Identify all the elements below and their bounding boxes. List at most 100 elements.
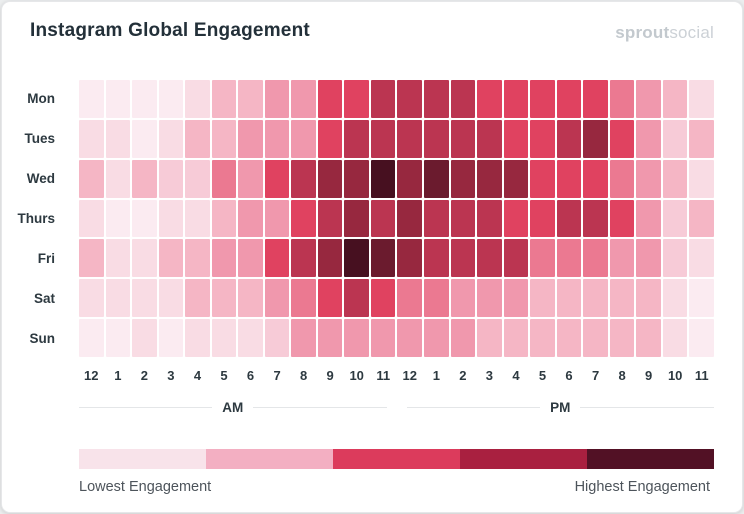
heatmap-cell <box>530 199 555 238</box>
heatmap-cell <box>370 199 396 238</box>
heatmap-cell <box>79 119 104 158</box>
heatmap-cell <box>503 319 529 357</box>
heatmap-cell <box>450 119 476 158</box>
heatmap-cell <box>583 80 608 118</box>
hour-label: 1 <box>432 368 440 383</box>
ampm-group: AM <box>79 398 387 416</box>
heatmap-cell <box>397 319 423 357</box>
heatmap-cell <box>264 239 290 278</box>
heatmap-cell <box>477 239 502 278</box>
heatmap-cell <box>238 80 263 118</box>
heatmap-cell <box>105 279 131 318</box>
heatmap-cell <box>503 199 529 238</box>
heatmap-cell <box>158 80 184 118</box>
heatmap-cell <box>397 239 423 278</box>
heatmap-cell <box>503 119 529 158</box>
heatmap-cell <box>530 319 555 357</box>
heatmap-cell <box>662 199 688 238</box>
heatmap-cell <box>636 279 661 318</box>
heatmap-cell <box>317 119 343 158</box>
heatmap-cell <box>211 319 237 357</box>
heatmap-cell <box>689 159 714 198</box>
heatmap-cell <box>317 279 343 318</box>
heatmap-cell <box>370 80 396 118</box>
heatmap-cell <box>79 80 104 118</box>
heatmap-cell <box>211 199 237 238</box>
group-line <box>406 406 541 408</box>
heatmap-cell <box>662 319 688 357</box>
hour-label: 9 <box>326 368 334 383</box>
heatmap-cell <box>370 319 396 357</box>
heatmap-cell <box>291 80 316 118</box>
heatmap-cell <box>477 159 502 198</box>
heatmap-cell <box>689 119 714 158</box>
heatmap-cell <box>105 119 131 158</box>
hour-label: 10 <box>349 368 364 383</box>
heatmap-cell <box>264 319 290 357</box>
heatmap-cell <box>556 199 582 238</box>
heatmap-cell <box>477 279 502 318</box>
heatmap-cell <box>689 199 714 238</box>
heatmap-cell <box>185 159 210 198</box>
hour-label: 12 <box>84 368 99 383</box>
day-label: Sat <box>33 290 55 306</box>
heatmap-cell <box>370 119 396 158</box>
heatmap-cell <box>185 319 210 357</box>
heatmap-cell <box>477 199 502 238</box>
heatmap-cell <box>609 199 635 238</box>
heatmap-cell <box>132 80 157 118</box>
heatmap-cell <box>105 239 131 278</box>
heatmap-cell <box>609 319 635 357</box>
heatmap-cell <box>556 239 582 278</box>
heatmap-cell <box>450 199 476 238</box>
heatmap-cell <box>397 199 423 238</box>
x-axis-ampm-groups: AM PM <box>79 398 714 416</box>
x-axis-hour-labels: 12 1 2 3 4 5 6 7 8 9 10 11 12 1 2 3 4 5 6 7 8 9 10 11 <box>79 368 714 386</box>
heatmap-cell <box>662 80 688 118</box>
heatmap-cell <box>370 239 396 278</box>
heatmap-cell <box>185 239 210 278</box>
heatmap-cell <box>424 199 449 238</box>
heatmap-cell <box>583 239 608 278</box>
heatmap-cell <box>344 319 369 357</box>
heatmap-cell <box>238 199 263 238</box>
heatmap-cell <box>397 279 423 318</box>
heatmap-cell <box>397 119 423 158</box>
heatmap-cell <box>583 119 608 158</box>
heatmap-cell <box>238 239 263 278</box>
group-line <box>253 406 387 408</box>
engagement-heatmap <box>79 80 714 357</box>
group-label: AM <box>222 399 244 415</box>
heatmap-cell <box>105 159 131 198</box>
heatmap-cell <box>583 159 608 198</box>
heatmap-cell <box>291 159 316 198</box>
heatmap-cell <box>238 319 263 357</box>
heatmap-cell <box>132 159 157 198</box>
heatmap-cell <box>530 279 555 318</box>
heatmap-cell <box>689 319 714 357</box>
heatmap-cell <box>530 239 555 278</box>
heatmap-cell <box>264 199 290 238</box>
heatmap-cell <box>556 80 582 118</box>
logo-sprout: sprout <box>615 23 670 42</box>
hour-label: 5 <box>538 368 547 383</box>
heatmap-cell <box>556 159 582 198</box>
group-line <box>580 406 714 408</box>
heatmap-cell <box>450 239 476 278</box>
heatmap-cell <box>158 239 184 278</box>
hour-label: 11 <box>376 368 391 383</box>
page-title: Instagram Global Engagement <box>30 20 310 41</box>
heatmap-cell <box>530 119 555 158</box>
heatmap-cell <box>317 159 343 198</box>
heatmap-cell <box>317 199 343 238</box>
heatmap-cell <box>503 279 529 318</box>
day-label: Fri <box>37 250 55 266</box>
heatmap-cell <box>397 80 423 118</box>
hour-label: 7 <box>273 368 281 383</box>
heatmap-cell <box>132 199 157 238</box>
heatmap-cell <box>291 199 316 238</box>
heatmap-cell <box>583 279 608 318</box>
heatmap-cell <box>317 80 343 118</box>
hour-label: 8 <box>618 368 626 383</box>
heatmap-cell <box>211 119 237 158</box>
